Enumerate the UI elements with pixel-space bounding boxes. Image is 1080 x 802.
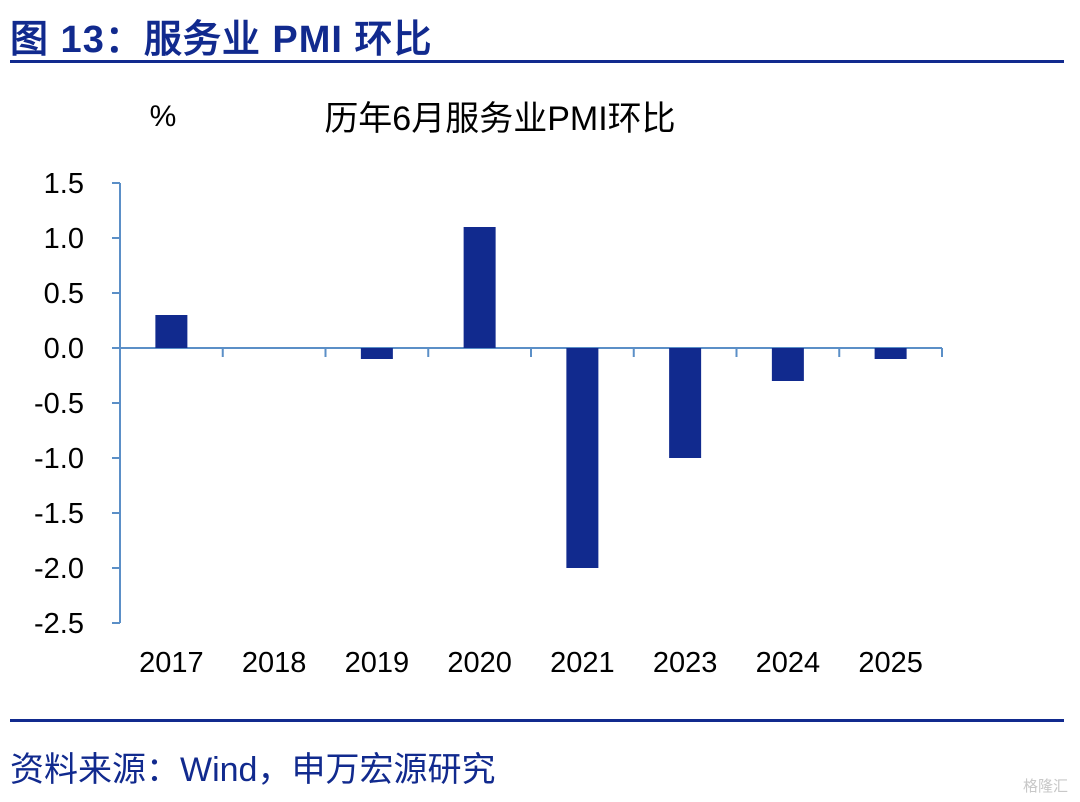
y-tick-label: 1.5 xyxy=(44,168,84,200)
x-tick-label: 2025 xyxy=(858,647,923,679)
source-note: 资料来源：Wind，申万宏源研究 xyxy=(10,751,496,789)
bar-2023 xyxy=(669,348,702,458)
y-tick-label: 0.5 xyxy=(44,278,84,310)
bar-2020 xyxy=(463,227,496,348)
x-tick-label: 2024 xyxy=(756,647,821,679)
x-tick-label: 2018 xyxy=(242,647,307,679)
bar-chart: % 历年6月服务业PMI环比 1.5 1.0 0.5 0.0 -0.5 -1.0 -1.5 -… xyxy=(34,100,943,679)
y-tick-label: -2.5 xyxy=(34,608,84,640)
title-rule xyxy=(10,60,1064,63)
y-tick-label: -0.5 xyxy=(34,388,84,420)
x-tick-label: 2020 xyxy=(447,647,512,679)
y-tick-labels: 1.5 1.0 0.5 0.0 -0.5 -1.0 -1.5 -2.0 -2.5 xyxy=(34,168,84,640)
bar-2017 xyxy=(155,315,188,348)
source-rule xyxy=(10,719,1064,722)
y-tick-label: 0.0 xyxy=(44,333,84,365)
chart-title: 历年6月服务业PMI环比 xyxy=(324,100,675,138)
x-tick-label: 2023 xyxy=(653,647,718,679)
axes xyxy=(112,182,943,624)
x-tick-label: 2017 xyxy=(139,647,204,679)
y-tick-label: -1.5 xyxy=(34,498,84,530)
watermark: 格隆汇 xyxy=(1022,778,1068,795)
x-tick-labels: 2017 2018 2019 2020 2021 2023 2024 2025 xyxy=(139,647,923,679)
bar-2024 xyxy=(771,348,804,381)
y-axis-unit: % xyxy=(150,100,177,133)
bars xyxy=(155,227,907,568)
figure-title: 图 13：服务业 PMI 环比 xyxy=(10,19,433,61)
x-tick-label: 2021 xyxy=(550,647,615,679)
bar-2025 xyxy=(874,348,907,359)
x-tick-label: 2019 xyxy=(345,647,410,679)
bar-2019 xyxy=(360,348,393,359)
y-tick-label: 1.0 xyxy=(44,223,84,255)
y-tick-label: -2.0 xyxy=(34,553,84,585)
bar-2021 xyxy=(566,348,599,568)
y-tick-label: -1.0 xyxy=(34,443,84,475)
